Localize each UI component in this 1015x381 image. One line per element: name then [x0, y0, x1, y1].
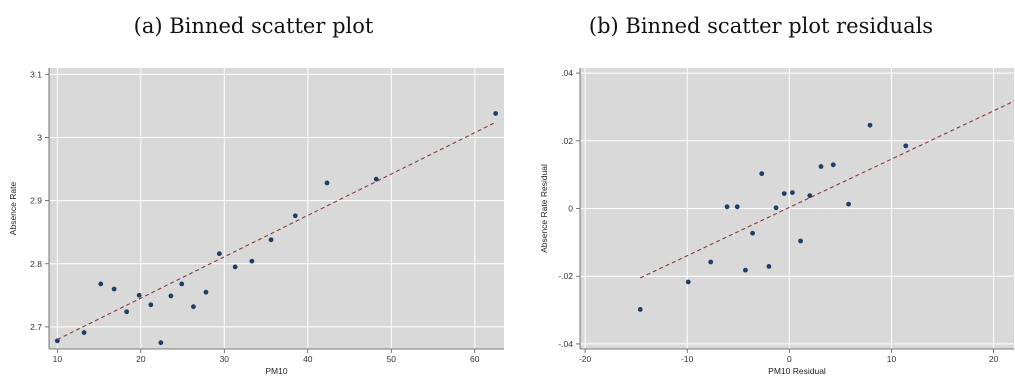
data-point	[148, 302, 154, 308]
x-tick-label: -20	[579, 354, 592, 364]
data-point	[168, 293, 174, 299]
data-point	[216, 251, 222, 257]
x-tick-label: 10	[53, 354, 63, 364]
y-tick-label: 0	[568, 204, 573, 214]
y-tick-label: 2.7	[30, 322, 42, 332]
data-point	[136, 292, 142, 298]
data-point	[268, 237, 274, 243]
data-point	[759, 171, 765, 177]
data-point	[743, 267, 748, 273]
data-point	[724, 204, 730, 210]
data-point	[81, 330, 87, 335]
data-point	[111, 286, 117, 292]
data-point	[766, 263, 772, 269]
y-axis-label: Absence Rate	[8, 182, 18, 236]
y-tick-label: 2.8	[30, 259, 42, 269]
y-tick-label: -.02	[558, 271, 573, 281]
chart-a-svg: 10 20 30 40 50 60 2.7 2.8 2.9 3 3.1 PM10 Absence Rat…	[8, 68, 504, 376]
chart-title: (a) Binned scatter plot	[133, 14, 374, 38]
y-axis-label: Absence Rate Residual	[539, 164, 549, 253]
data-point	[493, 111, 499, 116]
data-point	[830, 162, 836, 168]
x-tick-label: 60	[470, 354, 480, 364]
data-point	[790, 190, 795, 195]
data-point	[98, 281, 104, 287]
data-point	[818, 164, 824, 169]
data-point	[637, 306, 643, 312]
data-point	[324, 180, 330, 186]
x-axis-label: PM10 Residual	[768, 366, 826, 376]
x-tick-label: 10	[887, 354, 897, 364]
y-tick-label: 3	[37, 132, 42, 142]
chart-title: (b) Binned scatter plot residuals	[588, 14, 934, 38]
data-point	[249, 258, 255, 264]
data-point	[773, 205, 779, 211]
x-tick-label: 40	[303, 354, 313, 364]
y-tick-label: -.04	[558, 339, 573, 349]
data-point	[232, 264, 238, 270]
x-axis-label: PM10	[265, 366, 287, 376]
y-tick-label: 2.9	[30, 196, 42, 206]
data-point	[867, 122, 873, 128]
x-tick-label: 50	[387, 354, 397, 364]
fit-line	[57, 121, 496, 341]
plot-area	[49, 68, 504, 349]
y-tick-label: .04	[561, 68, 573, 78]
x-tick-label: 20	[989, 354, 999, 364]
x-tick-label: 30	[220, 354, 230, 364]
data-point	[903, 143, 909, 149]
x-tick-label: 0	[787, 354, 792, 364]
data-point	[179, 281, 185, 287]
data-point	[54, 338, 60, 344]
fit-line	[640, 100, 1015, 279]
data-point	[685, 279, 691, 285]
x-tick-label: -10	[681, 354, 694, 364]
chart-panel-a: (a) Binned scatter plot 10 20 30 40 50 60 2.7 2…	[0, 0, 507, 381]
data-point	[292, 213, 298, 219]
data-point	[807, 193, 813, 199]
data-point	[203, 289, 209, 295]
data-point	[734, 204, 740, 210]
data-point	[781, 191, 787, 197]
data-point	[373, 176, 379, 182]
y-tick-label: 3.1	[30, 69, 42, 79]
chart-b-svg: -20 -10 0 10 20 -.04 -.02 0 .02 .04 PM10 Residual A…	[539, 68, 1015, 376]
data-point	[750, 230, 755, 236]
data-point	[846, 201, 851, 207]
chart-panel-b: (b) Binned scatter plot residuals -20 -10…	[507, 0, 1015, 381]
data-point	[124, 309, 130, 315]
data-point	[708, 259, 714, 265]
y-tick-label: .02	[561, 136, 573, 146]
data-point	[191, 304, 196, 310]
data-point	[158, 340, 164, 346]
x-tick-label: 20	[136, 354, 146, 364]
data-point	[798, 238, 803, 244]
